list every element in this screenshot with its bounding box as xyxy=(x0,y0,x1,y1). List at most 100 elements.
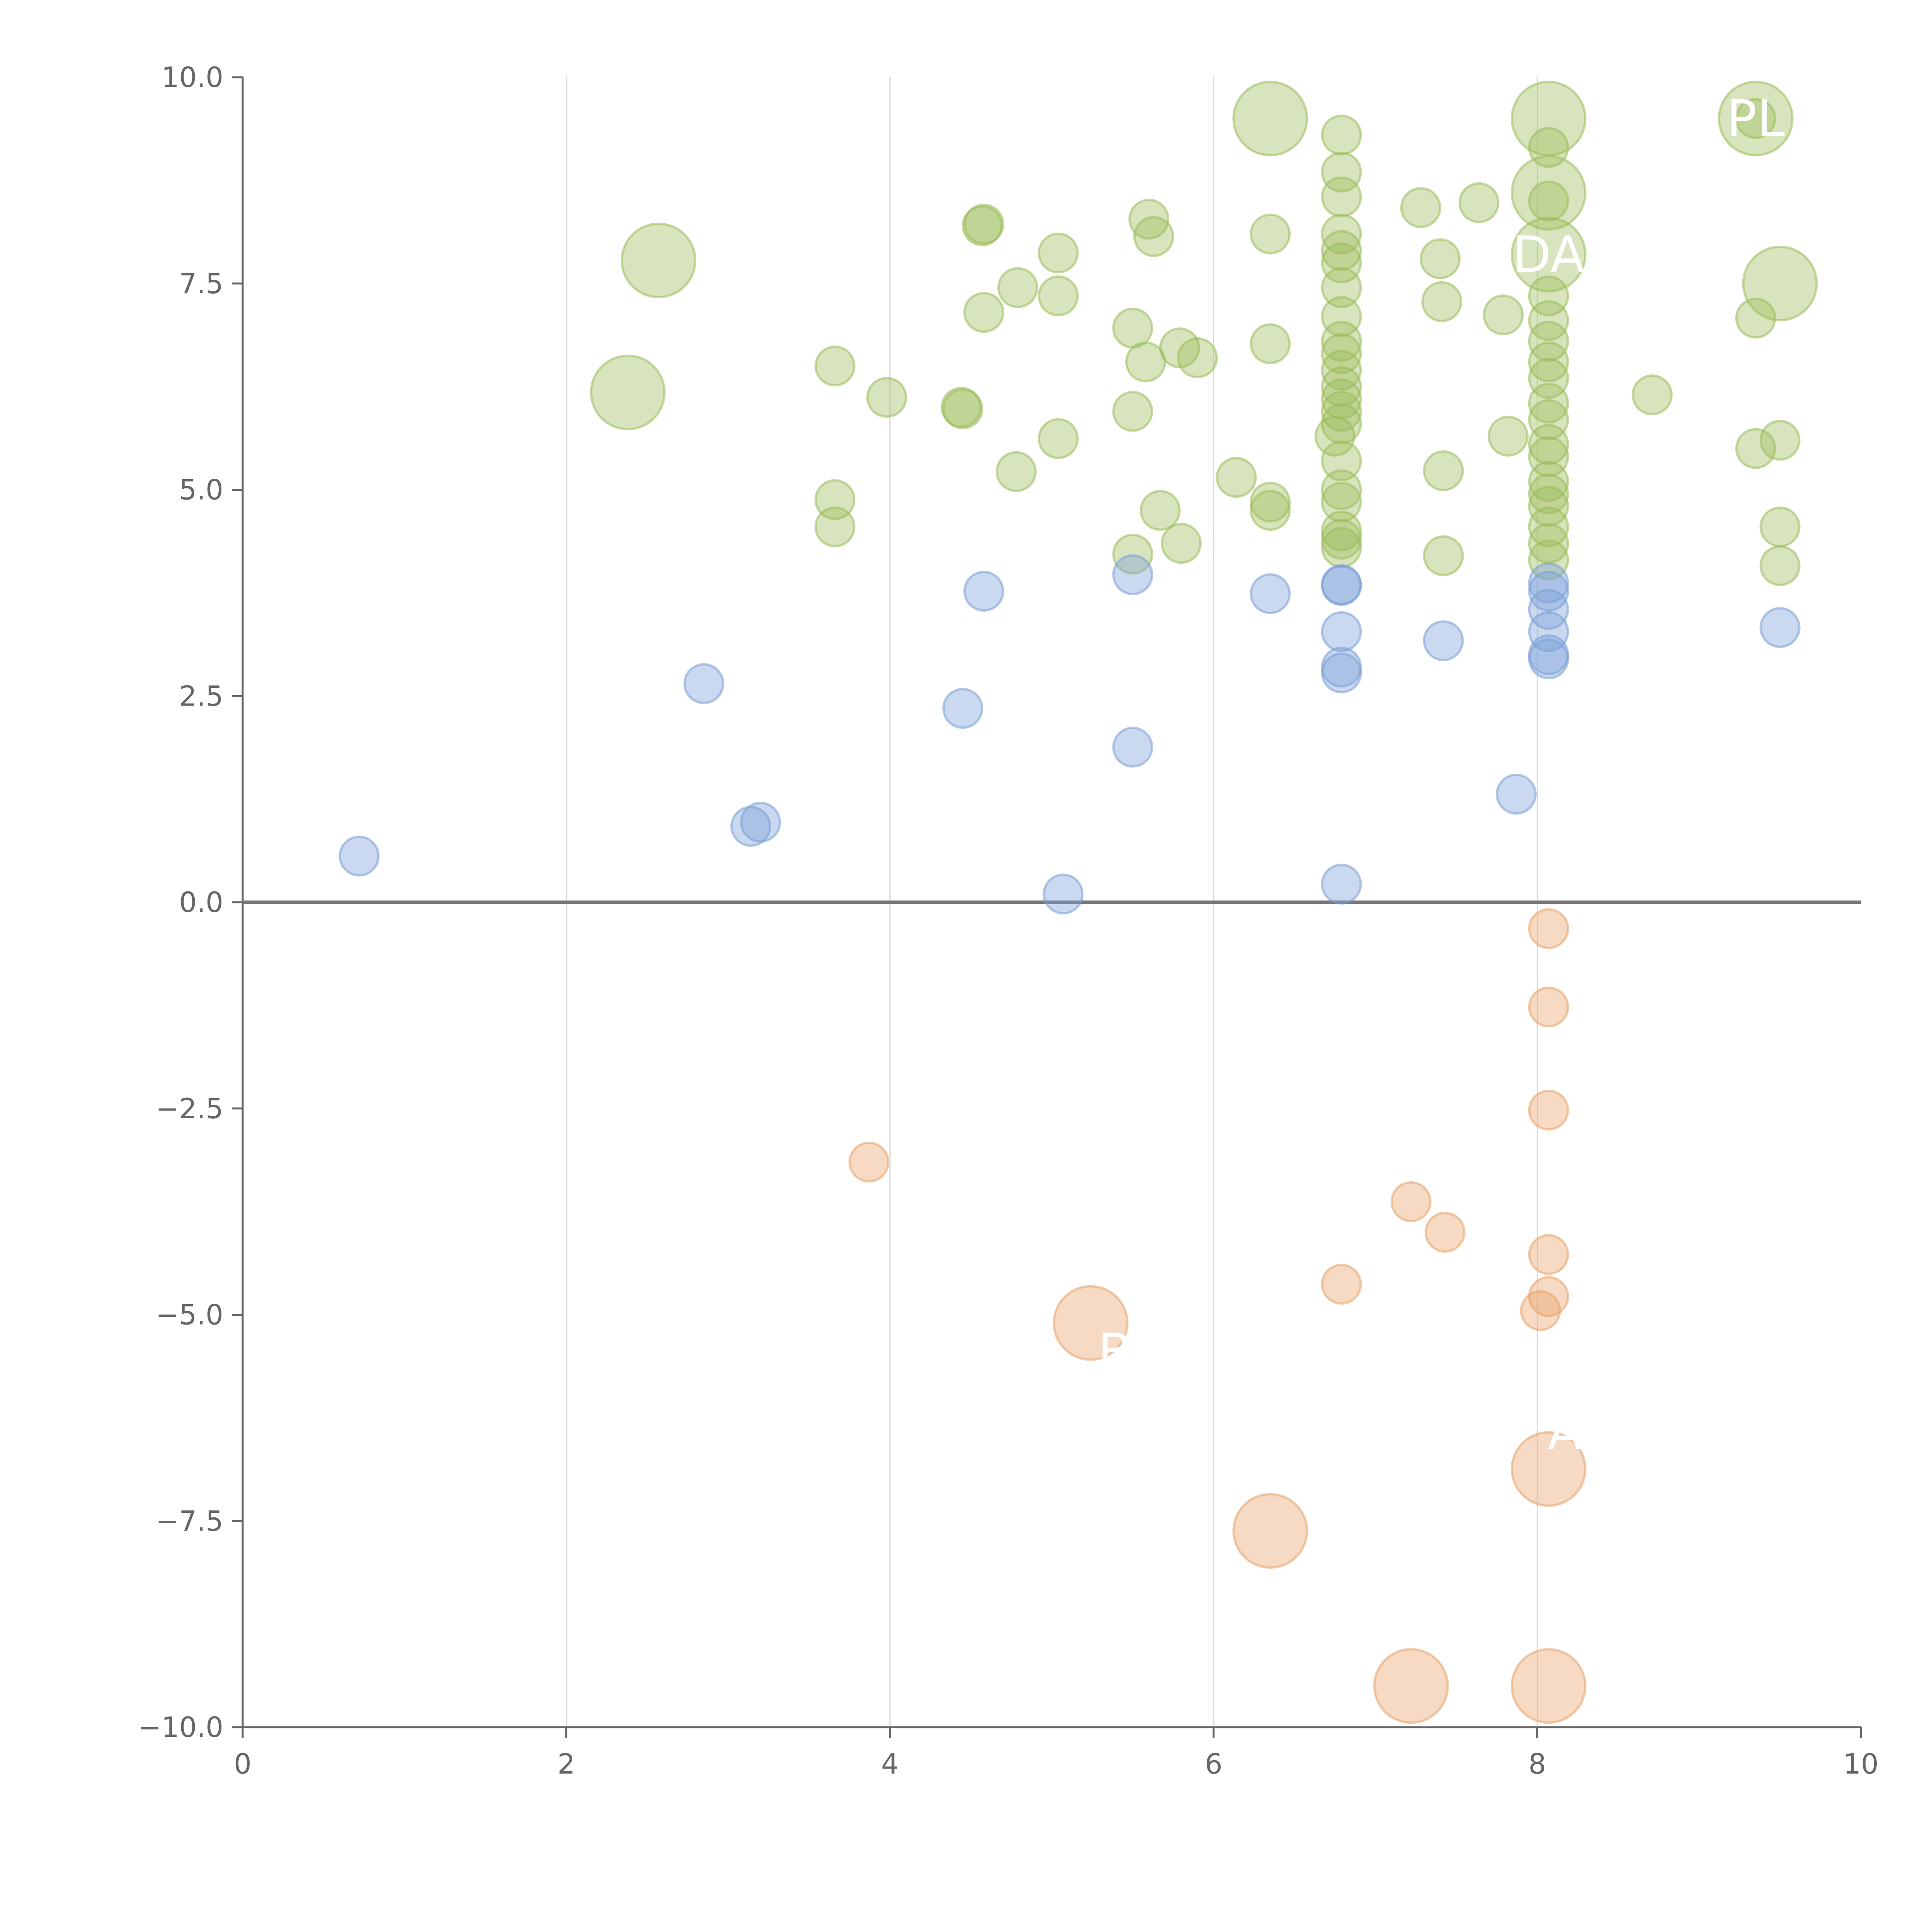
data-point-green xyxy=(1321,296,1362,337)
data-point-green xyxy=(1528,399,1569,440)
data-point-green xyxy=(1314,415,1355,457)
x-tick-label: 6 xyxy=(1205,1748,1223,1780)
data-point-blue xyxy=(1528,638,1569,680)
data-point-green xyxy=(1528,486,1569,527)
data-point-green xyxy=(1321,469,1362,510)
data-point-green xyxy=(1128,199,1170,240)
y-tick-label: −2.5 xyxy=(156,1092,223,1125)
data-point-green xyxy=(1483,294,1524,335)
data-point-green xyxy=(1232,80,1308,156)
data-point-green xyxy=(940,387,982,428)
data-point-green xyxy=(1250,490,1291,531)
data-point-blue xyxy=(1112,554,1153,595)
data-point-green xyxy=(995,451,1037,492)
data-point-green xyxy=(1528,300,1569,341)
data-point-green xyxy=(1321,213,1362,255)
data-point-green xyxy=(1321,349,1362,391)
data-point-blue xyxy=(1321,565,1362,606)
data-point-green xyxy=(1037,232,1079,274)
data-point-green xyxy=(1528,473,1569,515)
data-point-blue xyxy=(1250,573,1291,614)
data-point-green xyxy=(1321,527,1362,568)
data-point-blue xyxy=(1528,571,1569,612)
data-point-green xyxy=(1139,490,1181,531)
data-point-green xyxy=(963,292,1005,333)
data-point-green xyxy=(1528,383,1569,424)
data-point-green xyxy=(621,222,697,298)
data-point-blue xyxy=(338,835,380,877)
data-point-blue xyxy=(1321,864,1362,905)
annotations: PL DA B A xyxy=(1098,89,1785,1461)
data-point-green xyxy=(1528,436,1569,478)
data-point-blue xyxy=(942,688,983,729)
data-point-orange xyxy=(1528,1234,1569,1275)
data-point-orange xyxy=(1510,1431,1587,1507)
data-point-green xyxy=(814,345,855,387)
data-point-green xyxy=(1423,535,1464,577)
y-tick-label: −5.0 xyxy=(156,1299,223,1331)
data-point-green xyxy=(1133,216,1174,257)
data-point-blue xyxy=(1495,774,1537,815)
data-point-blue xyxy=(1423,620,1464,662)
data-point-green xyxy=(1742,245,1818,321)
data-point-green xyxy=(1735,298,1776,339)
data-point-green xyxy=(1528,506,1569,548)
data-point-green xyxy=(590,354,666,430)
data-point-green xyxy=(1423,450,1464,492)
x-tick-label: 10 xyxy=(1843,1748,1879,1780)
data-point-green xyxy=(997,267,1039,308)
data-point-green xyxy=(1528,321,1569,362)
data-point-blue xyxy=(1112,726,1153,768)
y-tick-label: 7.5 xyxy=(179,267,223,300)
data-point-green xyxy=(1321,403,1362,444)
data-point-green xyxy=(1321,366,1362,407)
x-tick-label: 4 xyxy=(881,1748,899,1780)
data-point-green xyxy=(1528,275,1569,316)
bubble-label: A xyxy=(1548,1403,1582,1461)
data-point-green xyxy=(1250,323,1291,364)
data-point-green xyxy=(1488,415,1529,457)
data-point-green xyxy=(814,506,855,548)
data-point-green xyxy=(1759,506,1801,548)
data-point-green xyxy=(1177,337,1218,378)
y-tick-label: −10.0 xyxy=(138,1711,223,1743)
data-point-green xyxy=(1421,281,1463,322)
data-point-green xyxy=(1528,180,1569,222)
y-tick-label: 5.0 xyxy=(179,474,223,506)
data-point-green xyxy=(1420,238,1461,279)
data-point-green xyxy=(1528,358,1569,399)
data-point-blue xyxy=(1759,607,1801,648)
data-point-green xyxy=(1631,374,1673,415)
data-point-green xyxy=(1528,539,1569,580)
data-point-green xyxy=(1735,98,1776,139)
data-point-orange xyxy=(1424,1212,1466,1253)
data-point-green xyxy=(942,388,983,430)
data-point-blue xyxy=(1321,611,1362,652)
data-point-blue xyxy=(963,571,1005,612)
data-points xyxy=(338,80,1818,1724)
data-point-green xyxy=(1321,440,1362,481)
data-point-green xyxy=(1321,242,1362,284)
data-point-green xyxy=(1321,333,1362,374)
data-point-orange xyxy=(1510,1648,1587,1724)
bubble-label: DA xyxy=(1512,225,1585,284)
data-point-green xyxy=(1037,275,1079,316)
data-point-green xyxy=(1037,418,1079,459)
data-point-green xyxy=(1510,217,1587,293)
data-point-green xyxy=(1216,457,1257,498)
data-point-green xyxy=(1528,341,1569,383)
data-point-orange xyxy=(1528,1090,1569,1131)
data-point-green xyxy=(1321,176,1362,218)
data-point-orange xyxy=(1232,1493,1308,1569)
data-point-green xyxy=(866,377,907,418)
data-point-orange xyxy=(1053,1285,1129,1361)
data-point-orange xyxy=(1321,1264,1362,1305)
data-point-green xyxy=(1321,114,1362,156)
data-point-green xyxy=(1321,267,1362,308)
data-point-green xyxy=(961,205,1003,247)
data-point-green xyxy=(1759,545,1801,586)
data-point-green xyxy=(1458,182,1500,223)
y-tick-label: −7.5 xyxy=(156,1505,223,1537)
data-point-blue xyxy=(730,806,772,847)
